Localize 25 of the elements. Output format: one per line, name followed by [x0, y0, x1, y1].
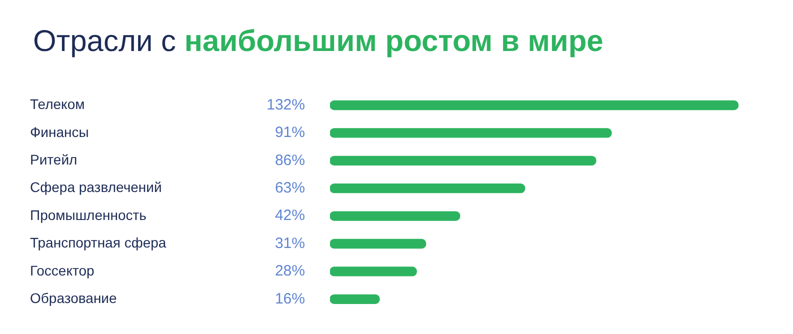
y-tick-label: Промышленность: [30, 206, 146, 223]
y-tick-label: Транспортная сфера: [30, 234, 166, 251]
bar: [330, 211, 460, 221]
y-tick-label: Сфера развлечений: [30, 179, 162, 196]
data-label: 132%: [266, 96, 305, 114]
bar: [330, 156, 596, 166]
bar: [330, 184, 526, 194]
data-label: 28%: [274, 262, 305, 280]
y-tick-label: Ритейл: [30, 152, 78, 168]
chart-title: Отрасли с наибольшим ростом в мире: [33, 25, 604, 58]
bar: [330, 238, 426, 249]
data-label: 16%: [274, 290, 305, 308]
y-tick-label: Образование: [30, 290, 117, 306]
bar: [330, 100, 739, 110]
y-tick-label: Телеком: [30, 96, 85, 112]
y-tick-label: Финансы: [30, 124, 89, 140]
data-label: 63%: [274, 179, 305, 196]
bar: [330, 266, 417, 276]
data-label: 31%: [274, 234, 305, 252]
bar: [330, 294, 380, 304]
data-label: 42%: [274, 207, 305, 224]
bar: [330, 128, 612, 138]
data-label: 91%: [274, 124, 305, 142]
data-label: 86%: [274, 152, 305, 169]
y-tick-label: Госсектор: [30, 262, 95, 278]
